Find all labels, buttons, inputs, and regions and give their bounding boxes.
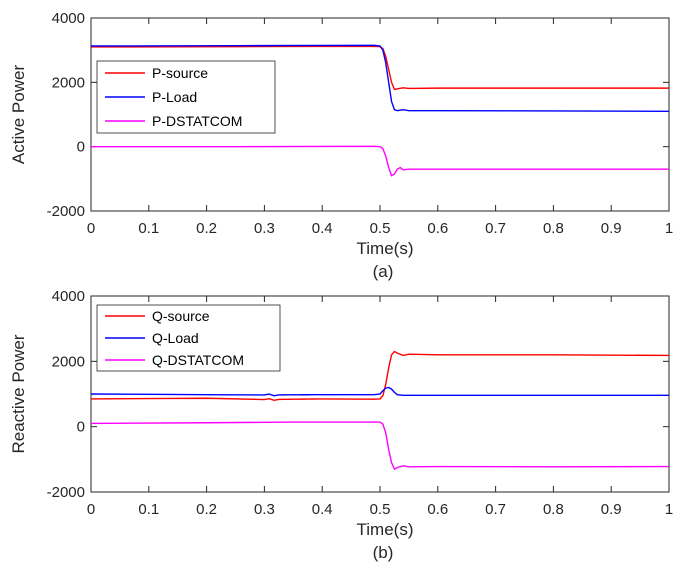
x-tick-label: 0.7 xyxy=(485,501,506,518)
x-tick-label: 0.4 xyxy=(312,501,333,518)
series-line-p-source xyxy=(91,45,669,91)
y-tick-label: 0 xyxy=(77,139,85,156)
x-tick-label: 0.8 xyxy=(543,501,564,518)
y-tick-label: 4000 xyxy=(52,288,85,305)
legend-label: P-source xyxy=(152,65,208,81)
x-tick-label: 0.9 xyxy=(601,220,622,237)
x-tick-label: 0.9 xyxy=(601,501,622,518)
legend-label: P-Load xyxy=(152,89,197,105)
x-tick-label: 0 xyxy=(87,501,95,518)
x-tick-label: 0.4 xyxy=(312,220,333,237)
x-tick-label: 1 xyxy=(665,220,673,237)
y-tick-label: 0 xyxy=(77,419,85,436)
x-tick-label: 0.7 xyxy=(485,220,506,237)
y-tick-label: 2000 xyxy=(52,74,85,91)
legend-label: P-DSTATCOM xyxy=(152,113,242,129)
y-axis-label: Active Power xyxy=(9,65,28,165)
legend-label: Q-source xyxy=(152,308,210,324)
y-axis-label: Reactive Power xyxy=(9,334,28,453)
series-line-q-dstatcom xyxy=(91,421,669,471)
x-tick-label: 0.2 xyxy=(196,501,217,518)
x-axis-label: Time(s) xyxy=(357,520,414,539)
y-tick-label: 2000 xyxy=(52,353,85,370)
series-line-q-load xyxy=(91,386,669,397)
x-tick-label: 1 xyxy=(665,501,673,518)
y-tick-label: 4000 xyxy=(52,10,85,27)
x-tick-label: 0.6 xyxy=(427,220,448,237)
series-group xyxy=(91,44,669,177)
x-axis-label: Time(s) xyxy=(357,239,414,258)
chart-panel-a: 0 0.1 0.2 0.3 0.4 0.5 0.6 0.7 0.8 0.9 1-2000020004… xyxy=(9,10,673,281)
legend: P-source P-Load P-DSTATCOM xyxy=(96,60,276,134)
legend: Q-source Q-Load Q-DSTATCOM xyxy=(96,304,281,372)
series-group xyxy=(91,350,669,471)
x-tick-label: 0.8 xyxy=(543,220,564,237)
figure-caption: (a) xyxy=(373,262,394,281)
x-tick-label: 0.1 xyxy=(138,501,159,518)
series-line-q-source xyxy=(91,350,669,401)
x-tick-label: 0.6 xyxy=(427,501,448,518)
x-tick-label: 0 xyxy=(87,220,95,237)
legend-label: Q-Load xyxy=(152,330,199,346)
chart-panel-b: 0 0.1 0.2 0.3 0.4 0.5 0.6 0.7 0.8 0.9 1-2000020004… xyxy=(9,288,673,562)
y-tick-label: -2000 xyxy=(47,203,85,220)
y-tick-label: -2000 xyxy=(47,484,85,501)
series-line-p-load xyxy=(91,44,669,112)
figure-caption: (b) xyxy=(373,543,394,562)
x-tick-label: 0.5 xyxy=(370,220,391,237)
x-tick-label: 0.5 xyxy=(370,501,391,518)
x-tick-label: 0.3 xyxy=(254,501,275,518)
x-tick-label: 0.1 xyxy=(138,220,159,237)
series-line-p-dstatcom xyxy=(91,145,669,177)
x-tick-label: 0.2 xyxy=(196,220,217,237)
legend-label: Q-DSTATCOM xyxy=(152,352,244,368)
x-tick-label: 0.3 xyxy=(254,220,275,237)
